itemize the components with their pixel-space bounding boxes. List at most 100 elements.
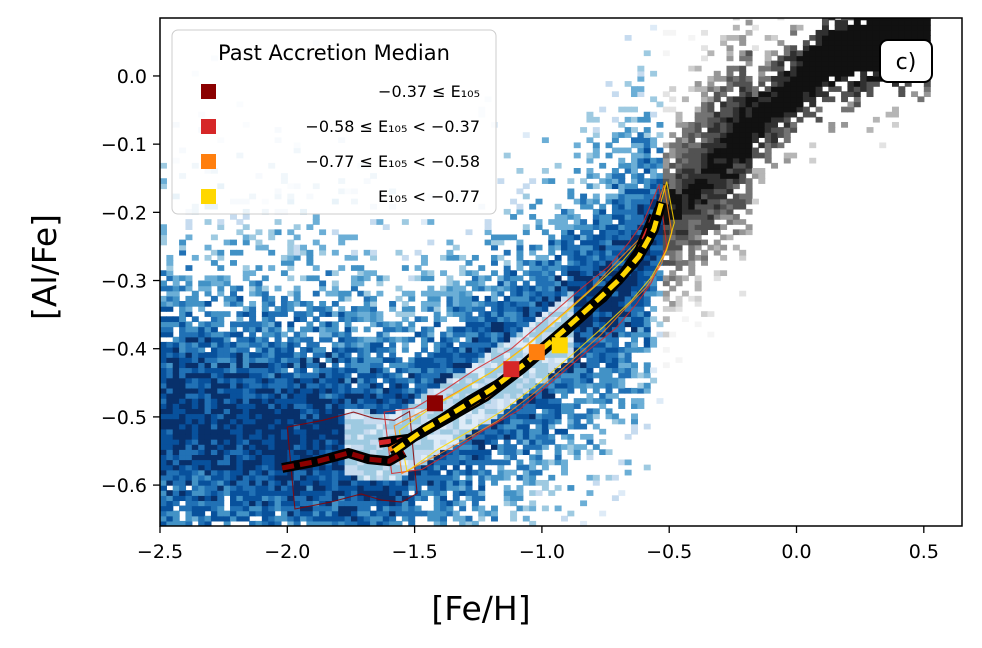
density-cell: [541, 321, 549, 328]
density-cell: [599, 316, 607, 323]
density-cell: [300, 377, 307, 384]
density-cell: [490, 408, 498, 415]
density-cell: [796, 81, 804, 87]
density-cell: [923, 18, 931, 21]
density-cell: [478, 408, 486, 415]
density-cell: [815, 50, 823, 57]
density-cell: [166, 474, 174, 481]
density-cell: [637, 147, 645, 154]
density-cell: [249, 433, 257, 440]
density-cell: [821, 29, 829, 36]
density-cell: [312, 352, 320, 358]
density-cell: [758, 116, 766, 123]
density-cell: [841, 40, 849, 46]
density-cell: [420, 387, 428, 394]
density-cell: [490, 423, 498, 430]
density-cell: [452, 444, 460, 450]
density-cell: [503, 331, 511, 338]
density-cell: [236, 316, 244, 323]
density-cell: [484, 449, 492, 456]
density-cell: [191, 444, 199, 450]
density-cell: [713, 198, 721, 205]
density-cell: [236, 479, 244, 486]
density-cell: [605, 249, 613, 256]
density-cell: [567, 224, 575, 230]
density-cell: [554, 418, 562, 425]
density-cell: [643, 142, 651, 149]
density-cell: [217, 352, 225, 358]
density-cell: [656, 229, 664, 236]
density-cell: [293, 490, 301, 496]
density-cell: [204, 311, 212, 317]
density-cell: [300, 433, 307, 440]
density-cell: [179, 285, 187, 292]
density-cell: [675, 275, 683, 282]
density-cell: [643, 116, 651, 123]
density-cell: [796, 91, 804, 98]
density-cell: [261, 316, 269, 323]
density-cell: [592, 275, 600, 282]
density-cell: [726, 198, 734, 205]
density-cell: [688, 265, 696, 271]
median-marker-2: [503, 361, 520, 378]
density-cell: [210, 295, 218, 302]
density-cell: [529, 300, 537, 307]
density-cell: [440, 459, 448, 466]
density-cell: [554, 352, 562, 358]
density-cell: [650, 96, 658, 103]
density-cell: [300, 362, 307, 369]
density-cell: [471, 418, 479, 425]
density-cell: [707, 331, 715, 338]
density-cell: [567, 249, 575, 256]
density-cell: [554, 413, 562, 420]
density-cell: [580, 520, 588, 526]
density-cell: [465, 515, 473, 522]
density-cell: [325, 444, 333, 450]
density-cell: [185, 510, 193, 517]
density-cell: [662, 178, 670, 184]
density-cell: [312, 490, 320, 496]
density-cell: [904, 29, 912, 36]
density-cell: [338, 265, 346, 271]
density-cell: [605, 224, 613, 230]
density-cell: [898, 18, 906, 21]
density-cell: [631, 142, 638, 149]
density-cell: [726, 121, 734, 128]
density-cell: [554, 295, 562, 302]
density-cell: [478, 403, 486, 409]
density-cell: [370, 219, 378, 225]
density-cell: [344, 347, 352, 353]
density-cell: [236, 229, 244, 236]
density-cell: [624, 116, 632, 123]
density-cell: [433, 352, 441, 358]
density-cell: [828, 70, 836, 77]
density-cell: [573, 224, 581, 230]
density-cell: [446, 398, 454, 404]
density-cell: [853, 65, 861, 72]
density-cell: [656, 270, 664, 277]
density-cell: [172, 495, 180, 502]
density-cell: [344, 423, 352, 430]
density-cell: [268, 515, 276, 522]
density-cell: [885, 35, 893, 41]
density-cell: [191, 331, 199, 338]
density-cell: [319, 300, 327, 307]
density-cell: [510, 510, 518, 517]
density-cell: [764, 101, 772, 108]
density-cell: [236, 485, 244, 491]
density-cell: [516, 408, 524, 415]
density-cell: [490, 341, 498, 348]
density-cell: [618, 234, 626, 241]
density-cell: [230, 357, 237, 363]
density-cell: [535, 418, 543, 425]
density-cell: [261, 520, 269, 526]
density-cell: [592, 254, 600, 261]
density-cell: [300, 495, 307, 502]
density-cell: [319, 428, 327, 435]
density-cell: [331, 505, 339, 512]
density-cell: [363, 485, 371, 491]
density-cell: [300, 474, 307, 481]
density-cell: [414, 387, 422, 394]
density-cell: [408, 408, 416, 415]
density-cell: [363, 362, 371, 369]
